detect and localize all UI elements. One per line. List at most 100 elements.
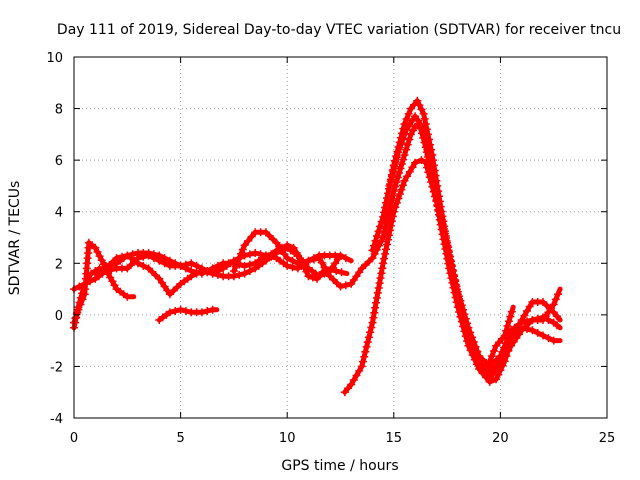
plus-marker [95,252,104,261]
plus-marker [432,196,441,205]
plus-marker [370,241,378,250]
plus-marker [459,322,468,331]
plus-marker [546,304,555,313]
plus-marker [293,259,302,268]
plus-marker [91,243,100,252]
plus-marker [551,295,560,304]
plus-marker [235,270,244,279]
plus-marker [123,292,132,301]
plus-marker [144,249,153,257]
plus-marker [524,319,533,328]
plus-marker [549,336,558,345]
plus-marker [374,227,383,236]
plus-marker [203,267,212,275]
plus-marker [391,158,400,166]
plus-marker [251,249,260,257]
plus-marker [372,298,380,307]
plus-marker [395,169,404,177]
plus-marker [240,269,249,278]
plus-marker [398,181,407,190]
plus-marker [320,263,329,272]
plus-marker [359,357,367,366]
plus-marker [283,254,292,263]
plus-marker [139,261,148,270]
plus-marker [405,167,414,176]
plus-marker [404,109,413,118]
x-tick-labels: 0 5 10 15 20 25 [70,431,615,446]
plus-marker [299,258,308,266]
plus-marker [368,246,377,255]
plus-marker [379,259,388,268]
plus-marker [435,215,444,224]
plus-marker [384,235,392,244]
plus-marker [74,305,83,314]
y-tick-label: 10 [46,51,63,66]
plus-marker [128,250,137,259]
plus-marker [451,293,460,302]
plus-marker [80,279,89,288]
plus-marker [213,261,222,270]
series-track-9 [385,112,563,386]
y-tick-label: 0 [55,309,63,324]
plus-marker [468,351,477,360]
plus-marker [144,264,153,273]
plus-marker [490,347,498,355]
plus-marker [523,325,531,333]
plus-marker [420,114,429,123]
plus-marker [213,270,222,279]
plus-marker [471,342,480,351]
plus-marker [283,261,292,270]
plus-marker [475,352,484,361]
plus-marker [472,360,481,369]
plus-marker [460,327,469,336]
plus-marker [102,261,110,270]
plus-marker [479,361,488,370]
plus-marker [498,361,507,370]
plus-marker [402,145,411,154]
plus-marker [208,264,217,273]
plus-marker [386,177,395,186]
plus-marker [549,300,558,309]
plus-marker [364,333,373,342]
plus-marker [315,254,324,263]
plus-marker [464,341,473,350]
plus-marker [539,331,547,340]
plus-marker [528,326,537,335]
plus-marker [504,347,513,355]
plus-marker [411,122,420,131]
plus-marker [151,271,160,280]
plus-marker [304,256,313,265]
plus-marker [415,101,424,110]
x-tick-label: 20 [492,431,509,446]
plus-marker [397,185,406,194]
plus-marker [443,254,452,263]
plus-marker [376,274,385,283]
plus-marker [456,312,465,321]
chart-title: Day 111 of 2019, Sidereal Day-to-day VTE… [57,22,621,38]
plus-marker [382,198,390,207]
plus-marker [448,278,457,287]
plus-marker [507,307,516,316]
plus-marker [433,201,442,209]
plus-marker [267,250,276,259]
plus-marker [552,312,561,321]
plus-marker [425,156,434,165]
plus-marker [176,261,185,270]
plus-marker [176,305,185,314]
plus-marker [375,279,384,288]
plus-marker [233,258,242,267]
plus-marker [240,261,249,270]
plus-marker [440,240,449,249]
plus-marker [399,134,408,143]
plus-marker [379,212,388,221]
plus-marker [428,171,437,180]
plus-marker [426,161,435,170]
series-track-4 [91,243,354,281]
plus-marker [352,371,361,380]
plus-marker [385,231,393,240]
plus-marker [504,317,513,326]
axis-ticks [73,56,608,419]
plus-marker [449,283,458,292]
plus-marker [417,156,426,165]
